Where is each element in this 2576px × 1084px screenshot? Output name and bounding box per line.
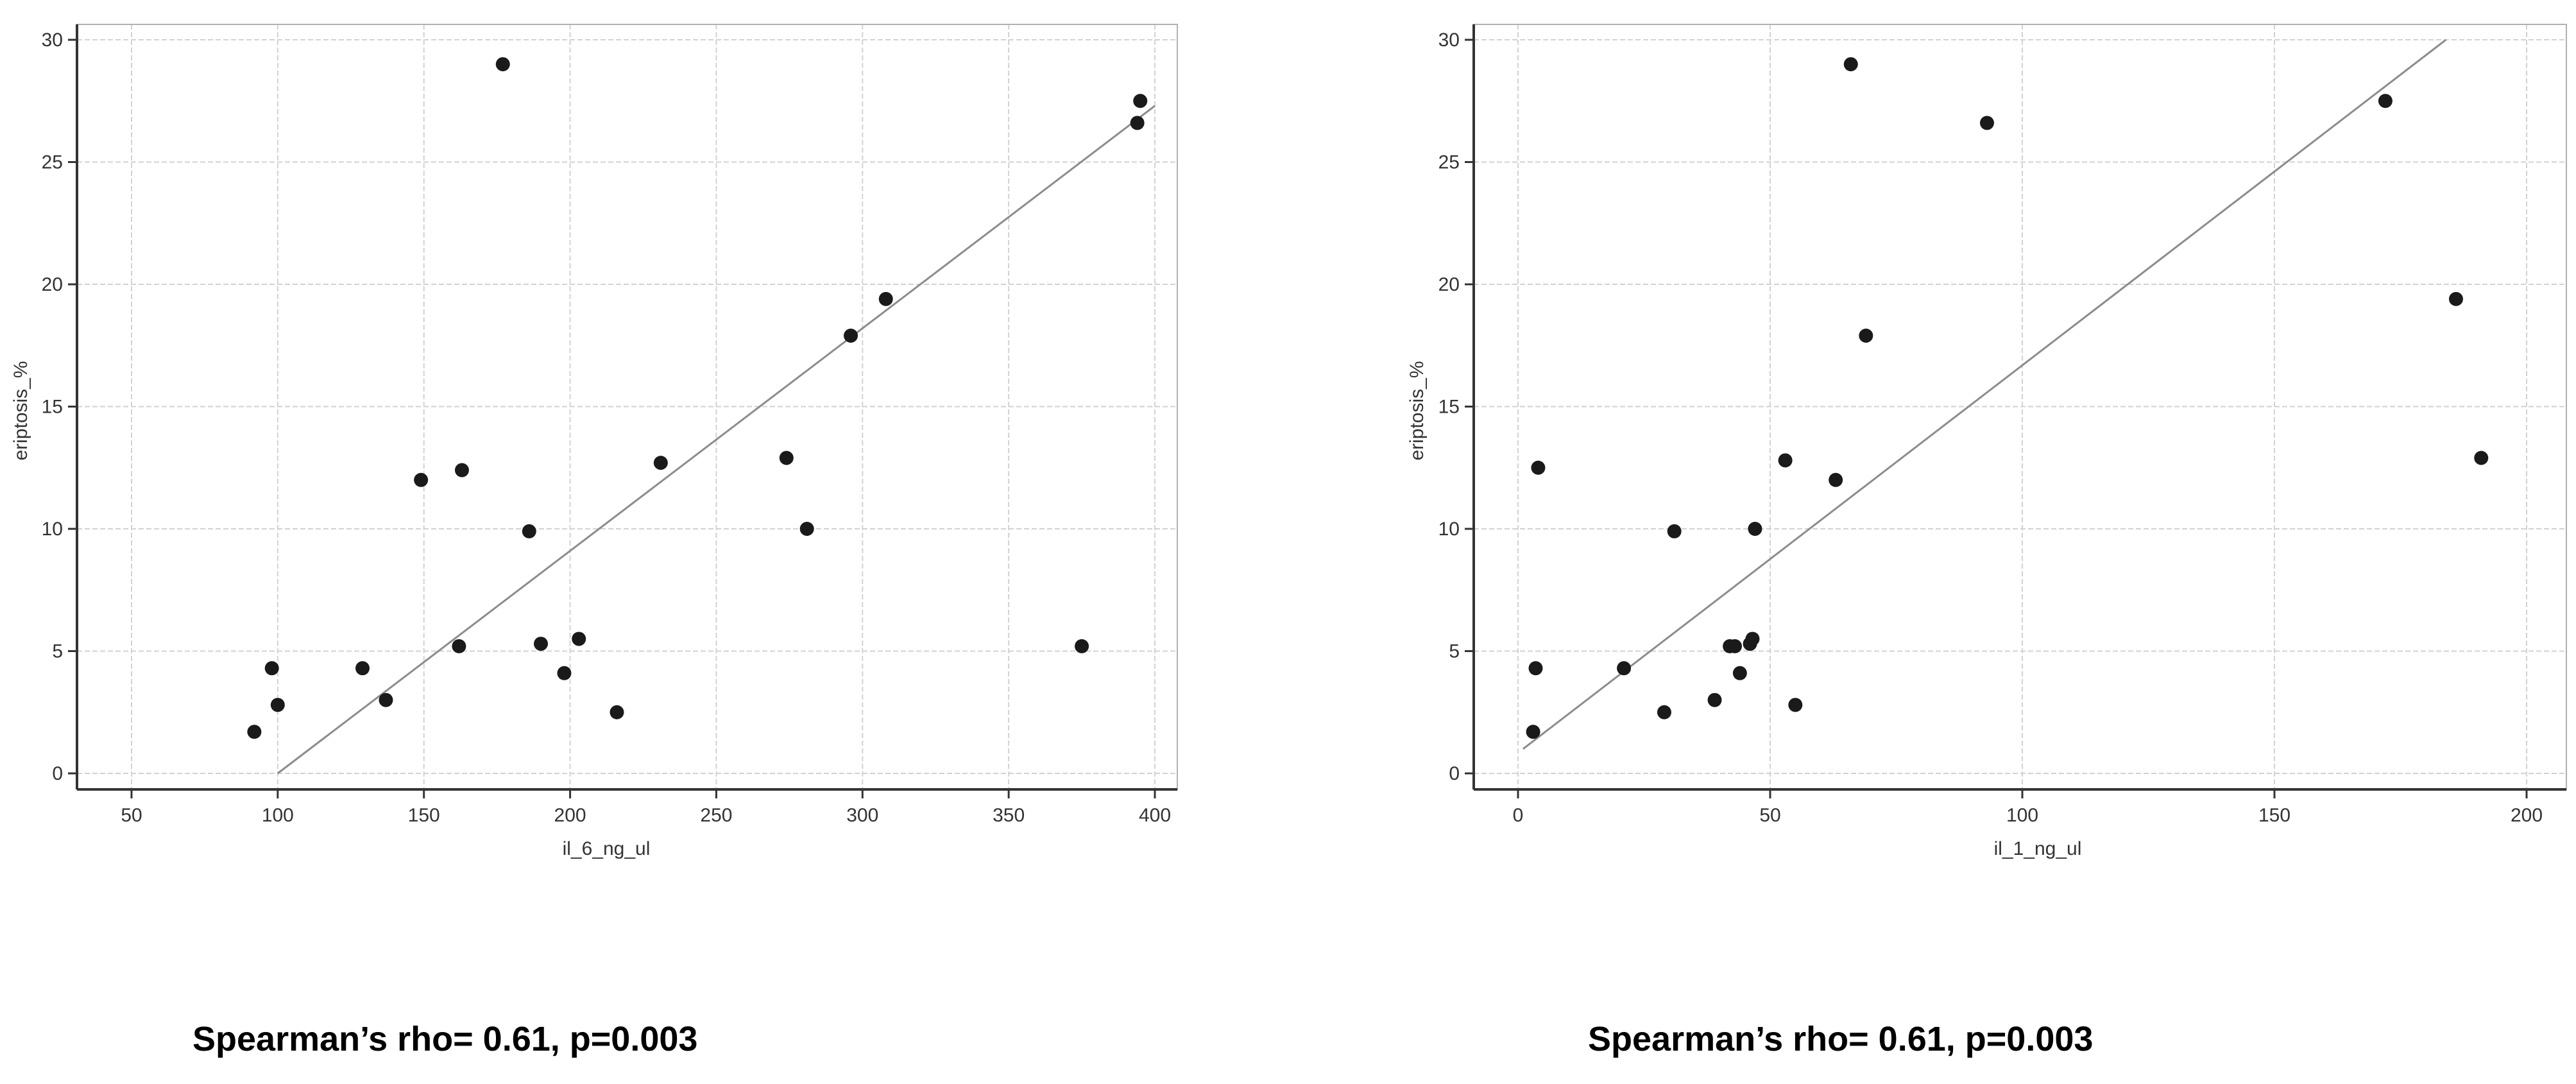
data-point — [495, 57, 510, 72]
regression-line — [1522, 39, 2447, 750]
data-point — [1788, 698, 1803, 712]
chart-il1-vs-eriptosis: 0 50 100 150 200 0 5 10 15 20 25 30 il_1_ng_ul eripto… — [1406, 24, 2567, 859]
y-tick-label: 25 — [42, 152, 63, 173]
x-tick-label: 300 — [846, 805, 878, 826]
data-point — [1748, 522, 1762, 536]
data-point — [844, 329, 858, 343]
data-point — [414, 472, 429, 487]
caption-left-spearman: Spearman’s rho= 0.61, p=0.003 — [192, 1020, 698, 1058]
data-point — [799, 522, 814, 536]
x-axis-title: il_1_ng_ul — [1994, 838, 2082, 859]
y-tick-label: 30 — [42, 30, 63, 51]
x-tick-label: 200 — [554, 805, 586, 826]
y-tick-label: 20 — [42, 274, 63, 295]
data-point — [1528, 661, 1543, 676]
data-point — [264, 661, 279, 676]
data-point — [355, 661, 370, 676]
data-point — [610, 705, 624, 719]
x-tick-label: 350 — [993, 805, 1025, 826]
data-point — [653, 456, 668, 470]
data-point — [779, 451, 794, 465]
x-tick-label: 100 — [2006, 805, 2038, 826]
x-tick-label: 0 — [1513, 805, 1524, 826]
y-tick-label: 20 — [1438, 274, 1460, 295]
y-tick-label: 25 — [1438, 152, 1460, 173]
data-point — [2378, 94, 2393, 108]
x-tick-label: 400 — [1139, 805, 1171, 826]
data-point — [1667, 524, 1682, 538]
data-point — [379, 693, 393, 707]
x-tick-label: 100 — [262, 805, 294, 826]
data-point — [557, 666, 572, 680]
x-axis-title: il_6_ng_ul — [563, 838, 651, 859]
data-point — [534, 637, 548, 651]
data-point — [1843, 57, 1858, 72]
x-tick-label: 50 — [121, 805, 142, 826]
x-tick-label: 150 — [2258, 805, 2290, 826]
caption-right-spearman: Spearman’s rho= 0.61, p=0.003 — [1588, 1020, 2094, 1058]
data-point — [572, 632, 586, 646]
data-point — [1778, 453, 1793, 468]
data-point — [1526, 725, 1540, 739]
y-tick-label: 5 — [52, 641, 63, 662]
data-point — [878, 291, 893, 306]
data-point — [2474, 451, 2489, 465]
x-tick-label: 150 — [408, 805, 440, 826]
y-tick-label: 10 — [42, 519, 63, 540]
x-tick-label: 200 — [2511, 805, 2543, 826]
data-point — [1707, 693, 1722, 707]
regression-line — [277, 105, 1156, 775]
y-axis-title: eriptosis_% — [1406, 361, 1428, 460]
data-point — [1727, 639, 1742, 653]
data-point — [1829, 472, 1843, 487]
data-point — [452, 639, 466, 653]
y-tick-label: 10 — [1438, 519, 1460, 540]
data-point — [454, 463, 469, 477]
data-point — [247, 725, 262, 739]
data-point — [522, 524, 536, 538]
y-tick-label: 30 — [1438, 30, 1460, 51]
x-tick-label: 250 — [700, 805, 732, 826]
data-point — [1133, 94, 1148, 108]
data-point — [1075, 639, 1089, 653]
data-point — [1732, 666, 1747, 680]
data-point — [1657, 705, 1671, 719]
y-tick-label: 15 — [1438, 397, 1460, 418]
data-point — [2448, 291, 2463, 306]
chart-il6-vs-eriptosis: 50 100 150 200 250 300 350 400 0 5 10 15 20 25 30 il_6_… — [10, 24, 1178, 859]
data-point — [1859, 329, 1873, 343]
y-tick-label: 15 — [42, 397, 63, 418]
x-tick-label: 50 — [1759, 805, 1780, 826]
data-point — [1130, 116, 1145, 130]
y-tick-label: 0 — [52, 763, 63, 784]
data-point — [1617, 661, 1632, 676]
data-point — [1531, 460, 1546, 475]
y-tick-label: 0 — [1449, 763, 1460, 784]
data-point — [1979, 116, 1994, 130]
data-point — [1745, 632, 1760, 646]
y-axis-title: eriptosis_% — [10, 361, 31, 460]
y-tick-label: 5 — [1449, 641, 1460, 662]
data-point — [270, 698, 285, 712]
